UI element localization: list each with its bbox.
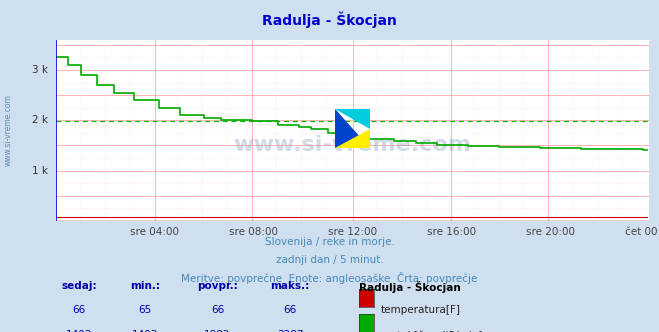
Text: zadnji dan / 5 minut.: zadnji dan / 5 minut. [275, 255, 384, 265]
Text: sre 04:00: sre 04:00 [130, 227, 179, 237]
Text: 66: 66 [283, 305, 297, 315]
Text: 1403: 1403 [66, 330, 92, 332]
Text: pretok[čevelj3/min]: pretok[čevelj3/min] [380, 330, 483, 332]
Text: Meritve: povprečne  Enote: angleosaške  Črta: povprečje: Meritve: povprečne Enote: angleosaške Čr… [181, 272, 478, 284]
Text: sre 16:00: sre 16:00 [427, 227, 476, 237]
Text: Slovenija / reke in morje.: Slovenija / reke in morje. [264, 237, 395, 247]
Text: www.si-vreme.com: www.si-vreme.com [3, 94, 13, 166]
Text: 65: 65 [138, 305, 152, 315]
Text: 2 k: 2 k [32, 115, 48, 125]
Text: sre 08:00: sre 08:00 [229, 227, 278, 237]
Text: maks.:: maks.: [270, 281, 310, 290]
Text: sedaj:: sedaj: [61, 281, 97, 290]
Text: 3 k: 3 k [32, 65, 48, 75]
Text: sre 12:00: sre 12:00 [328, 227, 377, 237]
Text: sre 20:00: sre 20:00 [526, 227, 575, 237]
Text: 66: 66 [72, 305, 86, 315]
Text: 1403: 1403 [132, 330, 158, 332]
Text: www.si-vreme.com: www.si-vreme.com [233, 135, 472, 155]
Text: min.:: min.: [130, 281, 160, 290]
Text: Radulja - Škocjan: Radulja - Škocjan [359, 281, 461, 292]
Text: čet 00:00: čet 00:00 [625, 227, 659, 237]
Text: 66: 66 [211, 305, 224, 315]
Text: 1982: 1982 [204, 330, 231, 332]
Text: temperatura[F]: temperatura[F] [380, 305, 460, 315]
Text: Radulja - Škocjan: Radulja - Škocjan [262, 12, 397, 28]
Text: povpr.:: povpr.: [197, 281, 238, 290]
Text: 3287: 3287 [277, 330, 303, 332]
Text: 1 k: 1 k [32, 166, 48, 176]
